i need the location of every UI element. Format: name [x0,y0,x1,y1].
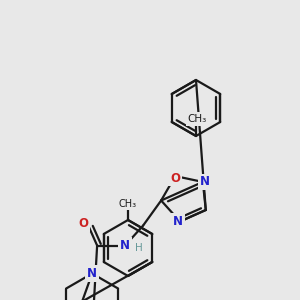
Text: O: O [78,217,88,230]
Text: N: N [87,267,97,280]
Text: N: N [200,176,210,188]
Text: O: O [170,172,180,184]
Text: CH₃: CH₃ [188,114,207,124]
Text: CH₃: CH₃ [119,199,137,209]
Text: N: N [173,215,183,228]
Text: H: H [135,242,143,253]
Text: N: N [120,239,130,252]
